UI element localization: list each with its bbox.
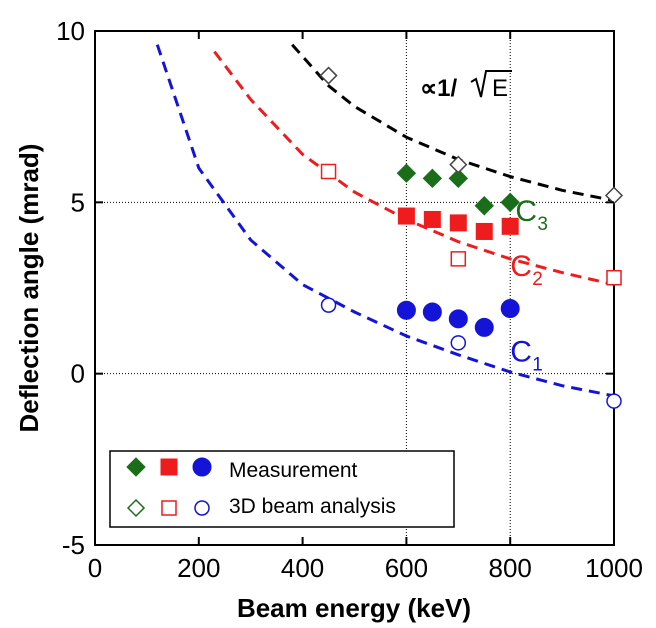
measurement-point-c3 — [500, 192, 520, 213]
x-tick-label: 600 — [385, 553, 428, 583]
curve-label-sub-c3: 3 — [537, 214, 548, 235]
analysis-point-c3 — [319, 66, 338, 85]
x-tick-label: 0 — [88, 553, 102, 583]
legend-measurement-marker — [192, 457, 212, 477]
measurement-point-c3 — [448, 168, 469, 189]
formula-prefix: ∝1/ — [420, 75, 457, 102]
measurement-point-c2 — [475, 222, 493, 240]
y-axis-title: Deflection angle (mrad) — [14, 144, 44, 433]
legend-analysis-label: 3D beam analysis — [229, 495, 396, 518]
x-tick-label: 800 — [489, 553, 532, 583]
curve-label-c2: C — [510, 250, 532, 283]
proportionality-annotation: ∝1/ E — [420, 70, 512, 102]
measurement-point-c2 — [449, 214, 467, 232]
plot-frame — [94, 30, 615, 546]
x-axis-title: Beam energy (keV) — [237, 593, 471, 623]
curve-label-c1: C — [510, 336, 532, 369]
x-tick-label: 200 — [177, 553, 220, 583]
y-tick-label: 0 — [71, 359, 85, 389]
sqrt-sign — [470, 70, 512, 98]
measurement-point-c3 — [422, 168, 443, 189]
grid-lines — [95, 31, 614, 545]
measurement-point-c1 — [500, 299, 520, 319]
legend-analysis-marker — [194, 500, 210, 516]
curve-label-sub-c1: 1 — [532, 355, 543, 376]
measurement-point-c1 — [474, 317, 494, 337]
analysis-point-c3 — [604, 186, 624, 205]
analysis-point-c2 — [320, 163, 337, 180]
curve-label-c3: C — [515, 195, 537, 228]
legend: Measurement 3D beam analysis — [109, 450, 455, 528]
formula-radicand: E — [492, 75, 508, 102]
curve-label-sub-c2: 2 — [532, 269, 543, 290]
legend-measurement-marker — [160, 458, 178, 476]
analysis-point-c3 — [449, 155, 468, 174]
fit-curve-c3 — [291, 43, 615, 203]
curve-labels: C 1C 2C 3 — [510, 195, 548, 375]
measurement-point-c1 — [422, 302, 442, 322]
analysis-point-c2 — [450, 251, 467, 267]
measurement-point-c2 — [423, 210, 441, 228]
analysis-point-c2 — [606, 269, 622, 286]
legend-measurement-marker — [126, 457, 146, 477]
legend-analysis-marker — [161, 500, 177, 516]
measurement-point-c1 — [396, 300, 416, 320]
legend-analysis-marker — [126, 498, 146, 518]
analysis-point-c1 — [450, 335, 467, 351]
analysis-point-c1 — [320, 297, 337, 313]
analysis-point-c1 — [606, 393, 622, 409]
data-markers — [319, 66, 624, 409]
x-tick-label: 400 — [281, 553, 324, 583]
legend-markers — [126, 457, 212, 518]
measurement-point-c2 — [501, 217, 519, 235]
measurement-point-c3 — [396, 163, 417, 183]
y-tick-label: 10 — [56, 16, 85, 46]
measurement-point-c2 — [397, 207, 415, 225]
axis-ticks — [94, 30, 615, 546]
measurement-point-c3 — [474, 196, 494, 216]
measurement-point-c1 — [448, 309, 468, 329]
x-tick-label: 1000 — [585, 553, 643, 583]
legend-measurement-label: Measurement — [229, 459, 358, 482]
fit-curve-c2 — [213, 50, 615, 287]
y-tick-label: 5 — [71, 187, 85, 217]
y-tick-label: -5 — [62, 530, 85, 560]
